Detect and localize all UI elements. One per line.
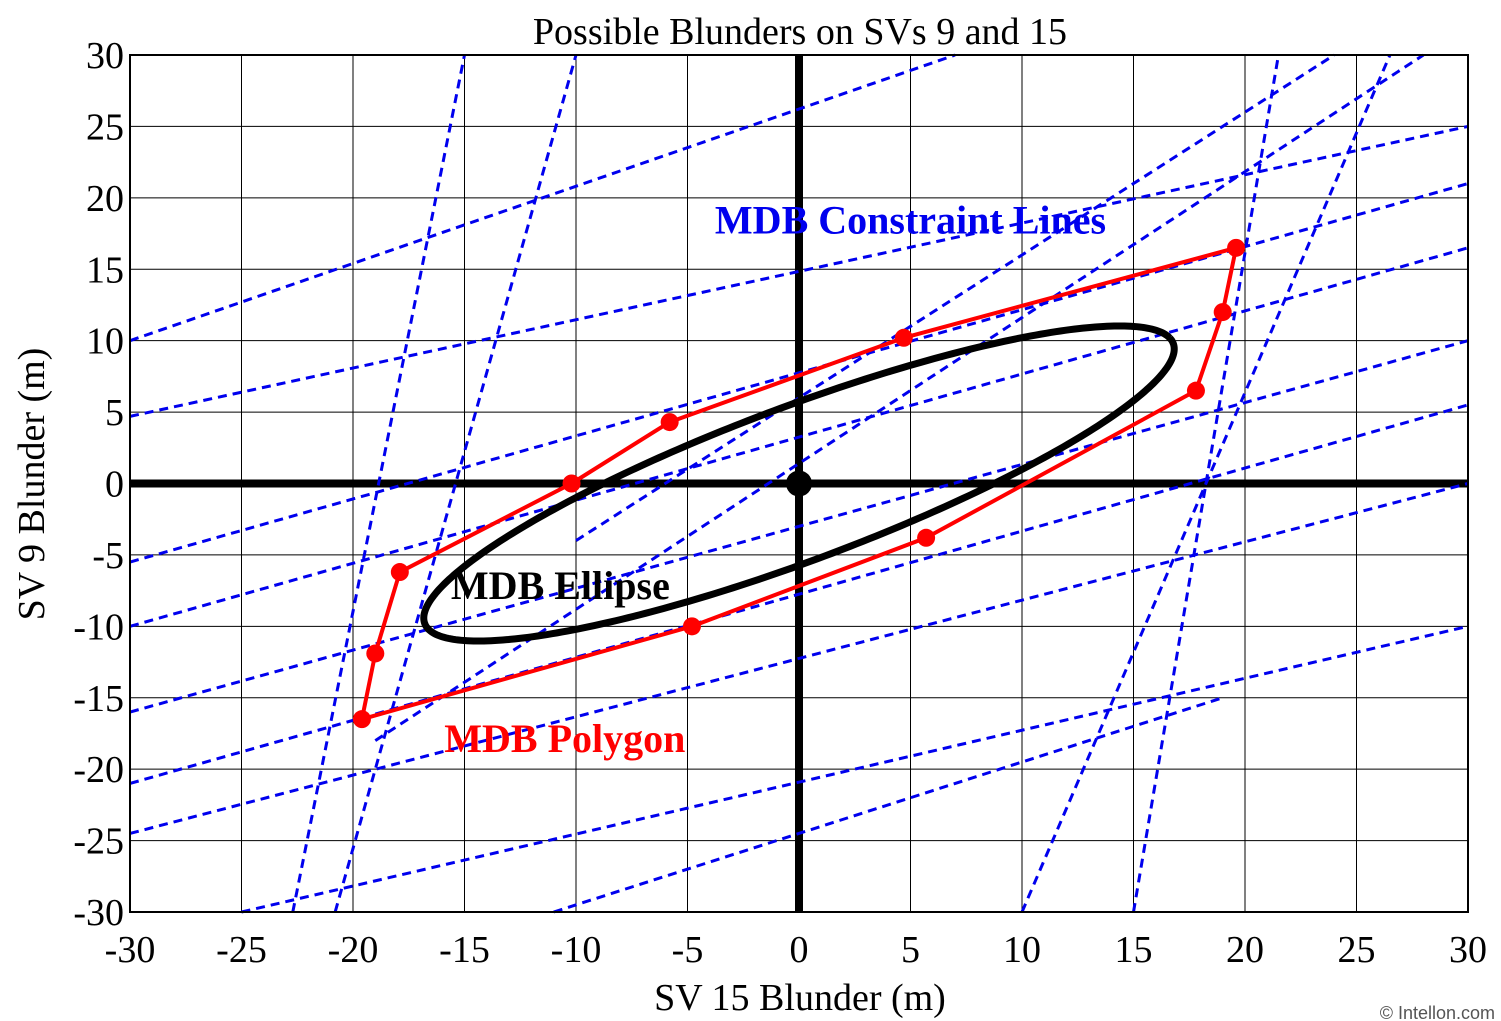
x-tick-label: -20 [328,929,379,971]
y-tick-label: 30 [86,35,124,77]
constraint-line [333,54,578,913]
y-tick-label: 25 [86,106,124,148]
chart-title: Possible Blunders on SVs 9 and 15 [533,11,1067,53]
x-tick-label: 25 [1338,929,1376,971]
constraint-line [129,53,956,343]
y-tick-label: 0 [105,464,124,506]
origin-marker [786,470,812,497]
y-tick-label: -30 [73,892,124,934]
x-tick-label: 0 [790,929,809,971]
y-axis-label: SV 9 Blunder (m) [11,348,53,621]
polygon-vertex [1186,381,1205,400]
y-tick-label: 10 [86,321,124,363]
x-tick-label: 15 [1115,929,1153,971]
x-tick-label: -15 [439,929,490,971]
y-tick-label: 5 [105,392,124,434]
polygon-vertex [894,328,913,347]
y-tick-label: 15 [86,249,124,291]
mdb-ellipse [420,322,1178,645]
y-tick-label: -10 [73,606,124,648]
x-tick-label: -25 [216,929,267,971]
polygon-vertex [366,644,385,663]
polygon-vertex [660,413,679,432]
x-tick-label: -10 [551,929,602,971]
y-tick-label: -25 [73,821,124,863]
ellipse-curve [420,322,1178,645]
x-tick-label: 10 [1003,929,1041,971]
polygon-vertex [1213,303,1232,322]
constraint-line [129,339,1469,714]
constraint-line [129,482,1469,835]
y-tick-label: 20 [86,178,124,220]
y-tick-label: -15 [73,678,124,720]
polygon-vertex [917,528,936,547]
x-tick-label: 30 [1449,929,1487,971]
annotation-label: MDB Ellipse [451,563,670,608]
polygon-vertex [352,710,371,729]
plot-frame [129,54,1469,913]
x-tick-label: -5 [672,929,704,971]
constraint-line [575,53,1336,542]
polygon-outline [359,245,1239,722]
constraint-line [374,53,1425,742]
polygon-vertex [390,563,409,582]
constraint-line [553,696,1224,914]
x-tick-label: -30 [105,929,156,971]
polygon-vertex [562,474,581,493]
constraint-line [291,54,466,913]
y-tick-label: -5 [92,535,124,577]
y-tick-label: -20 [73,749,124,791]
constraint-line [1132,54,1280,913]
constraint-line [129,124,1469,418]
x-tick-label: 20 [1226,929,1264,971]
polygon-vertex [1227,238,1246,257]
annotation-label: MDB Polygon [444,716,685,761]
annotations: MDB Constraint Lines MDB Ellipse MDB Polyg… [444,198,1106,761]
x-axis-label: SV 15 Blunder (m) [654,977,946,1019]
constraint-line [129,246,1469,628]
polygon-vertex [682,617,701,636]
annotation-label: MDB Constraint Lines [715,198,1106,243]
credit-text: © Intellon.com [1380,1003,1495,1021]
mdb-polygon [352,238,1246,729]
constraint-line [1020,54,1392,913]
x-tick-label: 5 [901,929,920,971]
tick-labels: -30 -25 -20 -15 -10 -5 0 5 10 15 20 25 30 -30 -25 -20 -1… [73,35,1487,971]
